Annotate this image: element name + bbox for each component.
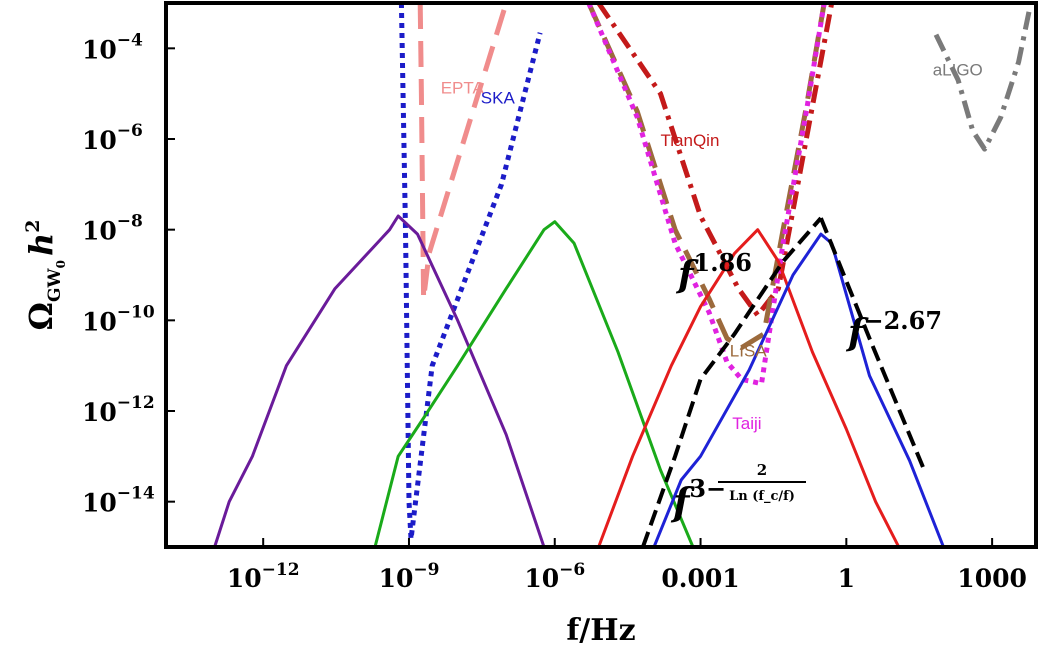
detector-curve-lisa: [586, 3, 827, 351]
fit-line-1: [641, 216, 823, 547]
fit-label-falling: f−2.67: [845, 306, 942, 354]
spectrum-curve-2: [373, 220, 695, 547]
detector-curves: [398, 3, 1033, 542]
x-axis-title: f/Hz: [566, 613, 635, 648]
y-tick-label: 10−4: [82, 30, 143, 64]
y-tick-label: 10−10: [82, 302, 155, 336]
signal-curves: [213, 214, 945, 547]
fit-lines: [641, 216, 927, 547]
spectrum-curve-4: [652, 232, 945, 547]
spectrum-curve-1: [213, 214, 546, 547]
x-tick-label: 1: [838, 564, 855, 593]
detector-label-aligo: aLIGO: [933, 61, 983, 80]
spectrum-curve-3: [597, 228, 901, 547]
fit-label-ir-denominator: Ln (f_c/f): [729, 489, 795, 504]
y-tick-label: 10−12: [82, 393, 155, 427]
detector-label-tianqin: TianQin: [661, 131, 720, 150]
detector-curve-aligo: [933, 6, 1033, 152]
plot-frame: [164, 1, 1038, 549]
x-tick-label: 10−12: [227, 560, 300, 593]
x-tick-label: 10−6: [524, 560, 585, 593]
y-axis-ticks: 10−4 10−6 10−8 10−10 10−12 10−14: [82, 30, 175, 518]
x-tick-label: 10−9: [379, 560, 440, 593]
detector-curve-ska: [398, 3, 543, 542]
detector-curve-tianqin: [596, 3, 835, 318]
x-axis-ticks: 10−12 10−9 10−6 0.001 1 1000: [227, 538, 1027, 593]
x-tick-label: 0.001: [661, 564, 739, 593]
detector-label-taiji: Taiji: [732, 414, 761, 433]
x-tick-label: 1000: [957, 564, 1027, 593]
y-axis-title: ΩGW0h2: [22, 220, 68, 331]
fit-label-ir-numerator: 2: [757, 461, 767, 479]
y-tick-label: 10−8: [82, 212, 143, 246]
detector-label-lisa: LISA: [730, 341, 768, 360]
y-tick-label: 10−6: [82, 121, 143, 155]
y-tick-label: 10−14: [82, 484, 155, 518]
detector-curve-epta: [417, 3, 509, 302]
fit-line-2: [819, 217, 927, 471]
detector-curve-taiji: [586, 3, 827, 387]
detector-label-ska: SKA: [481, 89, 516, 108]
plot-background: [166, 3, 1036, 547]
detector-label-epta: EPTA: [441, 79, 485, 98]
